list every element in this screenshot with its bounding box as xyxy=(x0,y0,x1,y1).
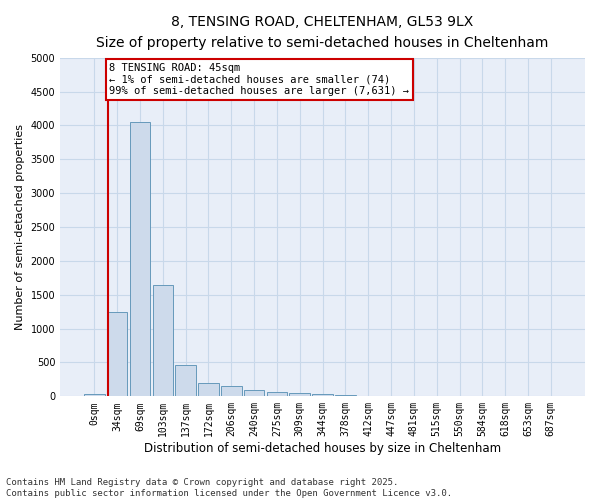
Bar xyxy=(244,390,265,396)
Bar xyxy=(175,364,196,396)
Bar xyxy=(266,392,287,396)
Bar xyxy=(335,395,356,396)
Title: 8, TENSING ROAD, CHELTENHAM, GL53 9LX
Size of property relative to semi-detached: 8, TENSING ROAD, CHELTENHAM, GL53 9LX Si… xyxy=(97,15,549,50)
Bar xyxy=(130,122,150,396)
Bar xyxy=(221,386,242,396)
Bar xyxy=(313,394,333,396)
Text: Contains HM Land Registry data © Crown copyright and database right 2025.
Contai: Contains HM Land Registry data © Crown c… xyxy=(6,478,452,498)
Bar xyxy=(107,312,127,396)
Bar xyxy=(84,394,104,396)
Text: 8 TENSING ROAD: 45sqm
← 1% of semi-detached houses are smaller (74)
99% of semi-: 8 TENSING ROAD: 45sqm ← 1% of semi-detac… xyxy=(109,63,409,96)
X-axis label: Distribution of semi-detached houses by size in Cheltenham: Distribution of semi-detached houses by … xyxy=(144,442,501,455)
Bar xyxy=(152,284,173,397)
Bar xyxy=(198,383,219,396)
Bar xyxy=(289,393,310,396)
Y-axis label: Number of semi-detached properties: Number of semi-detached properties xyxy=(15,124,25,330)
